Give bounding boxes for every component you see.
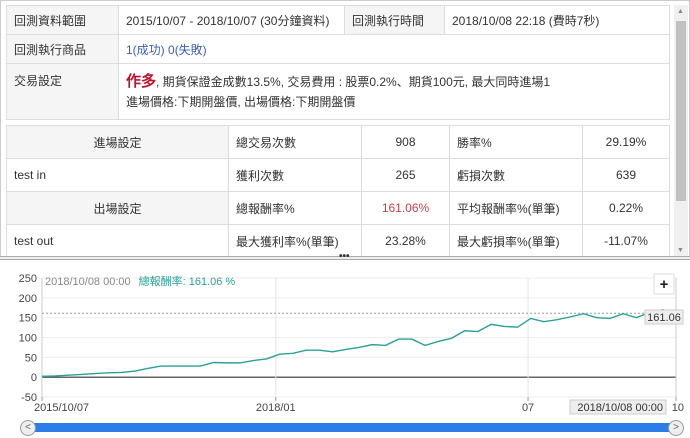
- y-tick-label: 100: [19, 333, 37, 345]
- stats-table: 進場設定 總交易次數 908 勝率% 29.19% test in 獲利次數 2…: [6, 125, 670, 256]
- zoom-button[interactable]: [653, 273, 675, 295]
- y-tick-label: -50: [21, 392, 37, 404]
- trade-settings: 作多, 期貨保證金成數13.5%, 交易費用 : 股票0.2%、期貨100元, …: [118, 63, 670, 120]
- stat-value: 0.22%: [582, 191, 670, 225]
- trade-line2: 進場價格:下期開盤價, 出場價格:下期開盤價: [126, 94, 356, 109]
- last-value-label: 161.06: [647, 312, 681, 324]
- stat-value: 908: [361, 125, 450, 159]
- x-tick-label: 2018/01: [256, 402, 296, 414]
- tooltip: 2018/10/08 00:00 總報酬率: 161.06 %: [45, 274, 235, 288]
- stat-value: 639: [582, 158, 670, 192]
- tooltip-series: 總報酬率:: [139, 274, 186, 288]
- range-value: 2015/10/07 - 2018/10/07 (30分鐘資料): [118, 5, 345, 35]
- backtest-info-table: 回測資料範圍 2015/10/07 - 2018/10/07 (30分鐘資料) …: [6, 5, 670, 120]
- entry-settings-header: 進場設定: [6, 125, 229, 159]
- scroll-down-icon[interactable]: ▼: [677, 247, 684, 254]
- stat-value: 265: [361, 158, 450, 192]
- items-label: 回測執行商品: [6, 34, 119, 64]
- stat-label: 最大虧損率%(單筆): [449, 224, 583, 256]
- stat-value: 23.28%: [361, 224, 450, 256]
- results-panel: 回測資料範圍 2015/10/07 - 2018/10/07 (30分鐘資料) …: [0, 0, 690, 256]
- crosshair-date-box: [569, 399, 667, 415]
- exit-settings-header: 出場設定: [6, 191, 229, 225]
- panel-splitter[interactable]: •••: [0, 251, 690, 262]
- stat-label: 虧損次數: [449, 158, 583, 192]
- trade-label: 交易設定: [6, 63, 119, 120]
- tooltip-value: 161.06 %: [189, 276, 236, 288]
- stat-label: 平均報酬率%(單筆): [449, 191, 583, 225]
- y-tick-label: 200: [19, 293, 37, 305]
- stat-label: 總交易次數: [228, 125, 362, 159]
- return-chart: 250 200 150 100 50 0 -50 2015/10/07 2018/01 07 10…: [19, 273, 684, 415]
- y-tick-label: 50: [25, 352, 37, 364]
- x-tick-label: 07: [522, 402, 534, 414]
- nav-right-icon[interactable]: >: [668, 420, 684, 436]
- stat-label: 最大獲利率%(單筆): [228, 224, 362, 256]
- navigator[interactable]: < >: [20, 420, 684, 436]
- entry-settings-value: test in: [6, 158, 229, 192]
- scrollbar-thumb[interactable]: [676, 21, 686, 201]
- x-tick-label: 2015/10/07: [34, 402, 89, 414]
- drag-handle-icon[interactable]: •••: [339, 251, 350, 262]
- items-success-link[interactable]: 1(成功): [126, 42, 165, 57]
- vertical-scrollbar[interactable]: ▲ ▼: [674, 5, 688, 256]
- trade-direction: 作多: [126, 72, 157, 90]
- range-label: 回測資料範圍: [6, 5, 119, 35]
- x-tick-label: 10: [672, 402, 684, 414]
- stat-label: 勝率%: [449, 125, 583, 159]
- items-fail-link[interactable]: 0(失敗): [168, 42, 207, 57]
- trade-line1: , 期貨保證金成數13.5%, 交易費用 : 股票0.2%、期貨100元, 最大…: [156, 74, 551, 89]
- last-value-label-box: [644, 309, 684, 325]
- time-value: 2018/10/08 22:18 (費時7秒): [444, 5, 670, 35]
- time-label: 回測執行時間: [344, 5, 445, 35]
- scroll-up-icon[interactable]: ▲: [677, 8, 684, 15]
- exit-settings-value: test out: [6, 224, 229, 256]
- y-tick-label: 0: [31, 372, 37, 384]
- navigator-range-bar[interactable]: [30, 423, 672, 432]
- stat-label: 獲利次數: [228, 158, 362, 192]
- stat-value: 161.06%: [361, 191, 450, 225]
- items-value: 1(成功) 0(失敗): [118, 34, 670, 64]
- tooltip-date: 2018/10/08 00:00: [45, 276, 131, 288]
- nav-left-icon[interactable]: <: [20, 420, 36, 436]
- stat-value: 29.19%: [582, 125, 670, 159]
- crosshair-date: 2018/10/08 00:00: [577, 402, 663, 414]
- y-tick-label: 250: [19, 273, 37, 285]
- plus-icon[interactable]: +: [660, 276, 669, 293]
- stat-label: 總報酬率%: [228, 191, 362, 225]
- stat-value: -11.07%: [582, 224, 670, 256]
- series-line: [41, 309, 677, 378]
- y-tick-label: 150: [19, 313, 37, 325]
